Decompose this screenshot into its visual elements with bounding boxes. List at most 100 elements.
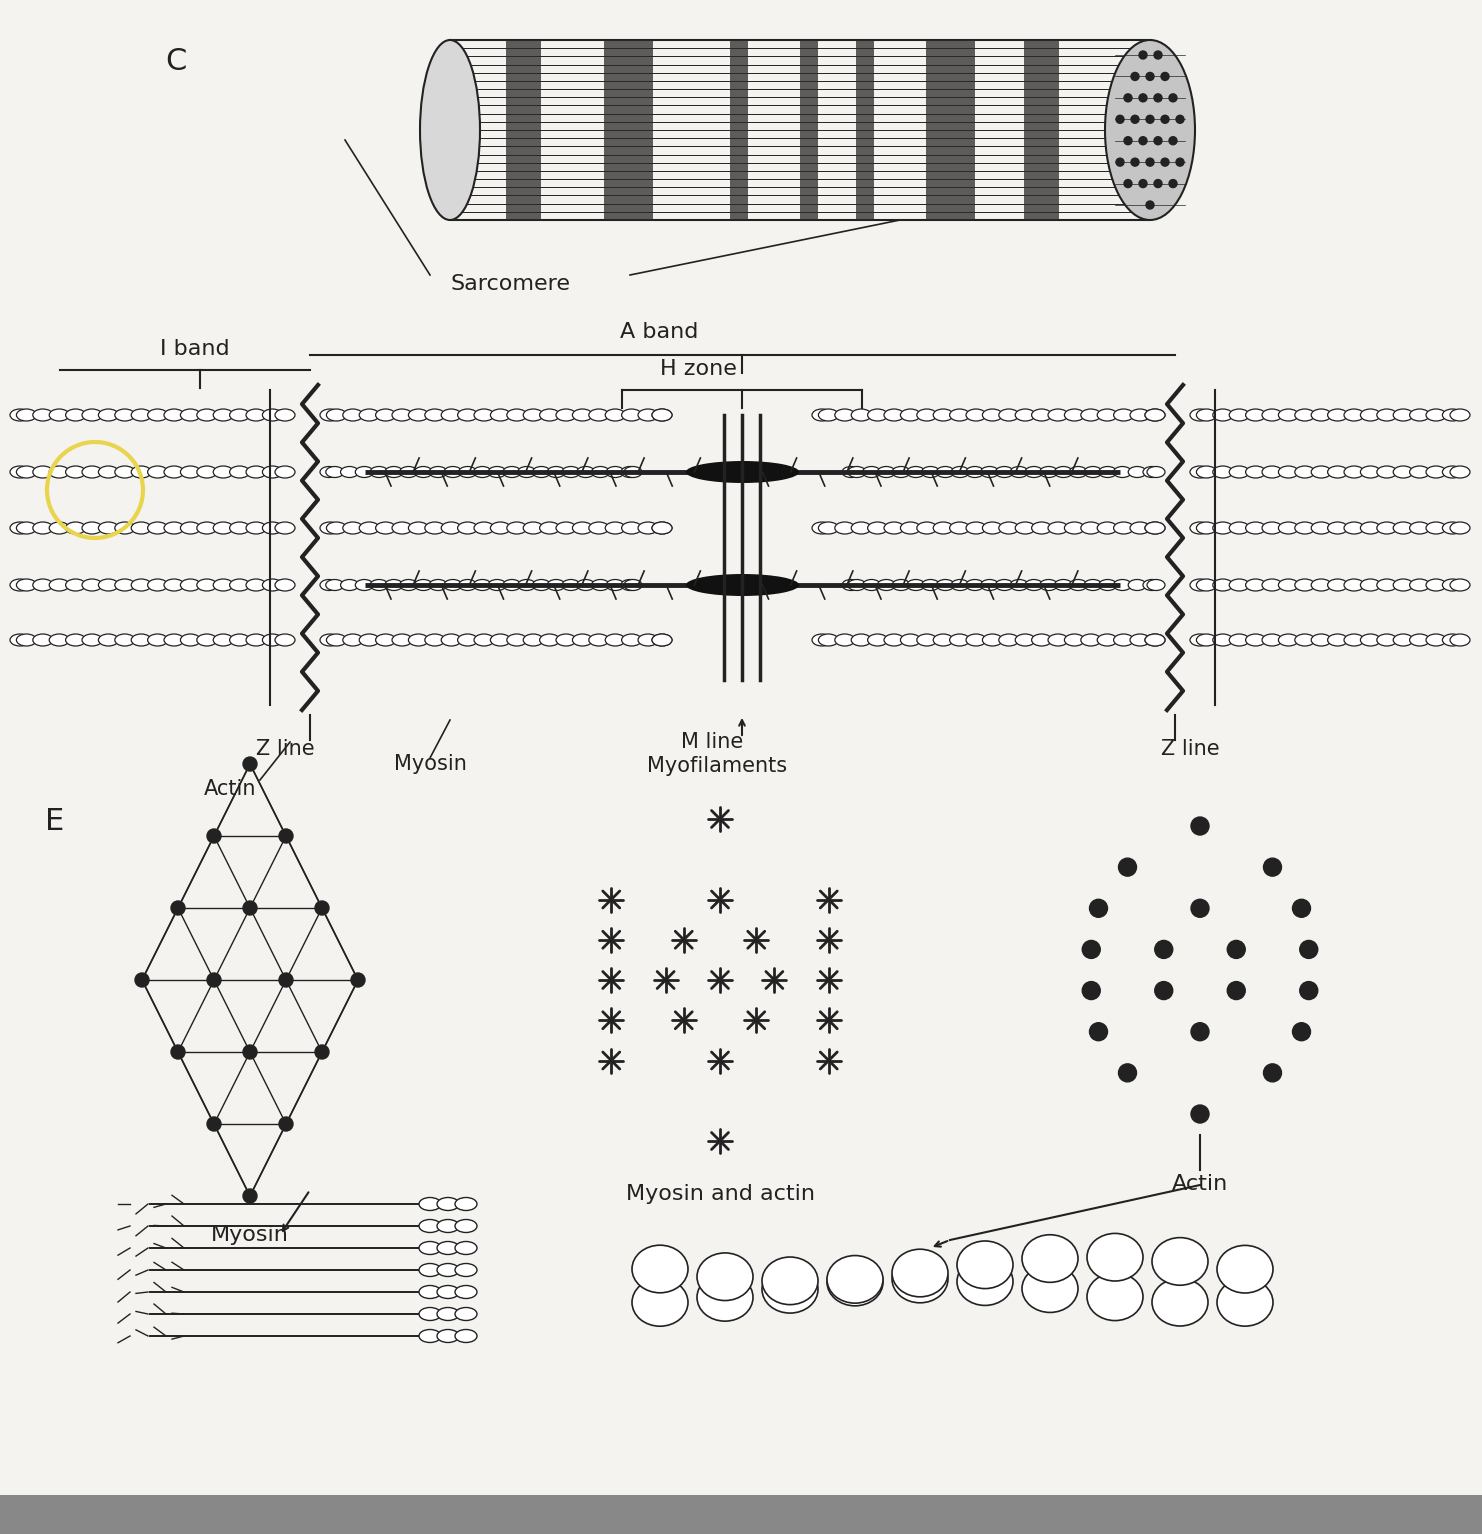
- Ellipse shape: [148, 578, 167, 591]
- Ellipse shape: [697, 1273, 753, 1321]
- Circle shape: [1116, 115, 1123, 123]
- Ellipse shape: [98, 410, 119, 420]
- Ellipse shape: [49, 522, 70, 534]
- Ellipse shape: [1097, 634, 1117, 646]
- Ellipse shape: [393, 634, 412, 646]
- Ellipse shape: [697, 1253, 753, 1301]
- Circle shape: [1154, 94, 1162, 101]
- Ellipse shape: [631, 1246, 688, 1293]
- Ellipse shape: [892, 466, 910, 477]
- Ellipse shape: [425, 522, 445, 534]
- Ellipse shape: [523, 522, 544, 534]
- Ellipse shape: [262, 578, 283, 591]
- Ellipse shape: [883, 410, 904, 420]
- Ellipse shape: [419, 1241, 442, 1255]
- Circle shape: [1227, 982, 1245, 1000]
- Ellipse shape: [1098, 580, 1116, 591]
- Ellipse shape: [812, 410, 831, 420]
- Ellipse shape: [16, 522, 37, 534]
- Ellipse shape: [1080, 522, 1101, 534]
- Ellipse shape: [981, 466, 999, 477]
- Ellipse shape: [1245, 410, 1266, 420]
- Circle shape: [1123, 137, 1132, 144]
- Circle shape: [170, 1045, 185, 1058]
- Ellipse shape: [1129, 522, 1150, 534]
- Ellipse shape: [1312, 466, 1331, 479]
- Ellipse shape: [430, 466, 448, 477]
- Ellipse shape: [16, 578, 37, 591]
- Ellipse shape: [637, 410, 658, 420]
- Ellipse shape: [82, 410, 102, 420]
- Ellipse shape: [33, 634, 53, 646]
- Ellipse shape: [415, 580, 433, 591]
- Ellipse shape: [1229, 522, 1249, 534]
- Ellipse shape: [320, 634, 339, 646]
- Circle shape: [207, 973, 221, 986]
- Ellipse shape: [539, 634, 560, 646]
- Ellipse shape: [572, 634, 593, 646]
- Ellipse shape: [82, 634, 102, 646]
- Circle shape: [1264, 1065, 1282, 1081]
- Ellipse shape: [1048, 634, 1069, 646]
- Ellipse shape: [197, 410, 216, 420]
- Ellipse shape: [827, 1255, 883, 1304]
- Circle shape: [243, 900, 256, 914]
- Ellipse shape: [1196, 466, 1217, 479]
- Ellipse shape: [1442, 634, 1463, 646]
- Text: H zone: H zone: [659, 359, 737, 379]
- Ellipse shape: [1048, 522, 1069, 534]
- Ellipse shape: [1196, 634, 1217, 646]
- Circle shape: [243, 756, 256, 772]
- Ellipse shape: [341, 580, 359, 591]
- Ellipse shape: [1409, 578, 1430, 591]
- Ellipse shape: [812, 634, 831, 646]
- Circle shape: [1177, 115, 1184, 123]
- Ellipse shape: [165, 634, 184, 646]
- Ellipse shape: [1212, 522, 1233, 534]
- Ellipse shape: [588, 522, 609, 534]
- Ellipse shape: [1128, 580, 1146, 591]
- Ellipse shape: [262, 634, 283, 646]
- Ellipse shape: [1146, 410, 1165, 420]
- Ellipse shape: [458, 580, 477, 591]
- Ellipse shape: [437, 1307, 459, 1321]
- Ellipse shape: [65, 578, 86, 591]
- Ellipse shape: [996, 580, 1014, 591]
- Ellipse shape: [16, 410, 37, 420]
- Ellipse shape: [1328, 634, 1347, 646]
- Ellipse shape: [901, 522, 920, 534]
- Circle shape: [1146, 201, 1154, 209]
- Ellipse shape: [1409, 634, 1430, 646]
- Ellipse shape: [1217, 1246, 1273, 1293]
- Ellipse shape: [637, 634, 658, 646]
- Circle shape: [1123, 179, 1132, 187]
- Circle shape: [243, 1189, 256, 1203]
- Ellipse shape: [1393, 410, 1414, 420]
- Ellipse shape: [442, 410, 461, 420]
- Ellipse shape: [1086, 1273, 1143, 1321]
- Ellipse shape: [1426, 522, 1446, 534]
- Text: Myosin: Myosin: [394, 755, 467, 775]
- Ellipse shape: [1344, 410, 1363, 420]
- Circle shape: [1192, 899, 1209, 917]
- Ellipse shape: [181, 522, 200, 534]
- Ellipse shape: [65, 466, 86, 479]
- Ellipse shape: [419, 40, 480, 219]
- Text: C: C: [165, 48, 187, 77]
- Ellipse shape: [1113, 522, 1134, 534]
- Ellipse shape: [33, 522, 53, 534]
- Ellipse shape: [342, 410, 363, 420]
- Ellipse shape: [10, 634, 30, 646]
- Ellipse shape: [474, 410, 494, 420]
- Bar: [926, 40, 975, 219]
- Ellipse shape: [246, 466, 265, 479]
- Ellipse shape: [197, 578, 216, 591]
- Ellipse shape: [922, 580, 940, 591]
- Ellipse shape: [631, 1279, 688, 1327]
- Ellipse shape: [1011, 466, 1029, 477]
- Ellipse shape: [82, 466, 102, 479]
- Ellipse shape: [591, 466, 609, 477]
- Circle shape: [279, 828, 293, 844]
- Ellipse shape: [1128, 466, 1146, 477]
- Circle shape: [135, 973, 150, 986]
